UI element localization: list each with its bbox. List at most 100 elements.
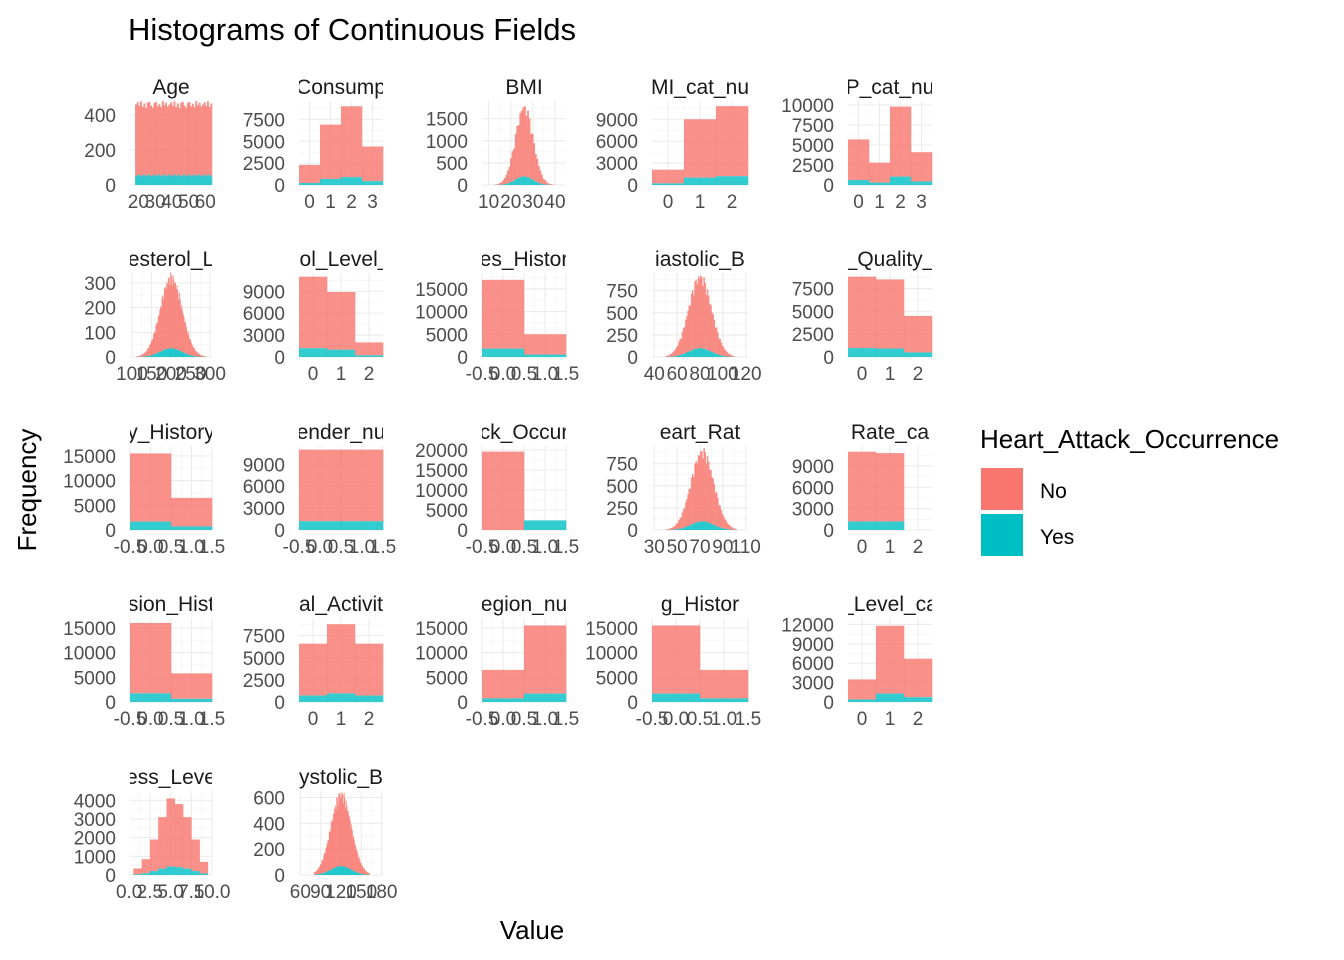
histogram-bar-no (709, 469, 711, 524)
histogram-bar-yes (674, 529, 677, 530)
histogram-bar-no (684, 508, 686, 528)
histogram-bar-yes (320, 873, 322, 875)
x-tick-label: 2 (895, 192, 906, 213)
histogram-bar-yes (713, 352, 716, 357)
x-tick-label: 1.5 (553, 537, 579, 558)
x-tick-label: 1 (885, 709, 896, 730)
histogram-bar-no (712, 314, 715, 353)
histogram-bar-yes (173, 348, 175, 357)
x-tick-label: 100 (707, 364, 739, 385)
histogram-bar-no (182, 314, 184, 353)
x-tick-label: 0.0 (490, 537, 516, 558)
y-tick-label: 400 (84, 106, 116, 127)
histogram-bar-no (193, 107, 196, 175)
histogram-bar-yes (700, 698, 749, 702)
histogram-bar-yes (696, 522, 699, 530)
x-tick-label: 1.5 (553, 364, 579, 385)
histogram-bar-no (161, 296, 163, 351)
histogram-bar-no (347, 811, 349, 868)
histogram-bar-no (206, 101, 209, 176)
histogram-bar-yes (725, 528, 727, 530)
histogram-bar-yes (718, 527, 720, 530)
histogram-bar-yes (320, 178, 342, 185)
y-tick-label: 200 (253, 840, 285, 861)
y-tick-label: 0 (105, 693, 116, 714)
histogram-bar-yes (151, 355, 153, 357)
histogram-bar-yes (342, 866, 344, 875)
histogram-bar-no (728, 524, 731, 530)
facet-strip-label: iastolic_B (655, 248, 745, 271)
histogram-bar-no (668, 529, 670, 530)
histogram-bar-no (364, 868, 366, 875)
y-tick-label: 3000 (243, 326, 285, 347)
histogram-bar-no (732, 527, 734, 530)
histogram-bar-no (726, 351, 728, 357)
histogram-bar-no (674, 525, 677, 530)
histogram-bar-yes (904, 697, 933, 702)
histogram-bar-yes (175, 176, 178, 185)
histogram-bar-yes (693, 350, 695, 357)
histogram-bar-yes (195, 176, 198, 185)
histogram-bar-yes (149, 355, 151, 357)
histogram-bar-no (695, 460, 697, 523)
histogram-bar-no (500, 182, 503, 185)
histogram-bar-yes (513, 180, 516, 185)
histogram-bar-no (337, 805, 339, 868)
histogram-bar-yes (351, 869, 353, 875)
histogram-bar-yes (178, 349, 180, 357)
histogram-bar-yes (692, 349, 694, 357)
histogram-bar-no (198, 102, 201, 175)
histogram-bar-yes (194, 356, 196, 357)
y-tick-label: 0 (823, 176, 834, 197)
histogram-bar-no (133, 868, 142, 875)
x-tick-label: 60 (290, 882, 311, 903)
x-tick-label: 5.0 (157, 882, 183, 903)
y-tick-label: 250 (606, 326, 638, 347)
histogram-bar-no (169, 285, 171, 350)
x-tick-label: 80 (689, 364, 710, 385)
histogram-bar-no (176, 103, 179, 176)
histogram-bar-yes (686, 526, 688, 530)
histogram-bar-yes (719, 355, 721, 357)
histogram-bar-yes (172, 348, 174, 357)
x-tick-label: 1.0 (178, 709, 204, 730)
histogram-bar-no (179, 299, 181, 351)
histogram-bar-yes (698, 521, 701, 530)
histogram-bar-no (692, 473, 694, 524)
histogram-bar-no (171, 673, 213, 699)
histogram-bar-yes (696, 348, 699, 357)
facet-strip-label: Consump (296, 76, 386, 99)
histogram-bar-yes (153, 354, 155, 357)
histogram-bar-yes (676, 529, 678, 530)
x-tick-label: 0 (853, 192, 864, 213)
histogram-bar-no (735, 528, 737, 530)
histogram-bar-no (359, 859, 361, 874)
histogram-bar-yes (520, 176, 523, 185)
y-tick-label: 15000 (415, 619, 468, 640)
histogram-bar-no (725, 520, 727, 529)
histogram-bar-yes (299, 182, 321, 185)
histogram-bar-no (911, 152, 933, 182)
histogram-bar-no (733, 355, 735, 357)
histogram-bar-no (669, 354, 671, 357)
histogram-bar-no (345, 800, 347, 867)
y-tick-label: 2500 (792, 325, 834, 346)
y-tick-label: 500 (606, 477, 638, 498)
histogram-bar-yes (160, 351, 162, 357)
histogram-bar-yes (143, 174, 146, 185)
histogram-bar-no (672, 526, 675, 530)
histogram-bar-no (524, 106, 526, 177)
histogram-bar-yes (185, 353, 187, 357)
histogram-bar-no (321, 861, 323, 874)
histogram-bar-yes (145, 356, 147, 357)
x-tick-label: 40 (161, 192, 182, 213)
x-tick-label: 1.5 (199, 709, 225, 730)
histogram-bar-no (357, 853, 359, 873)
histogram-bar-no (186, 103, 189, 176)
x-tick-label: 1.0 (532, 709, 558, 730)
histogram-bar-yes (168, 348, 170, 357)
histogram-bar-yes (341, 865, 343, 875)
histogram-bar-no (716, 106, 749, 177)
x-tick-label: 110 (731, 537, 761, 558)
histogram-bar-no (359, 862, 361, 874)
